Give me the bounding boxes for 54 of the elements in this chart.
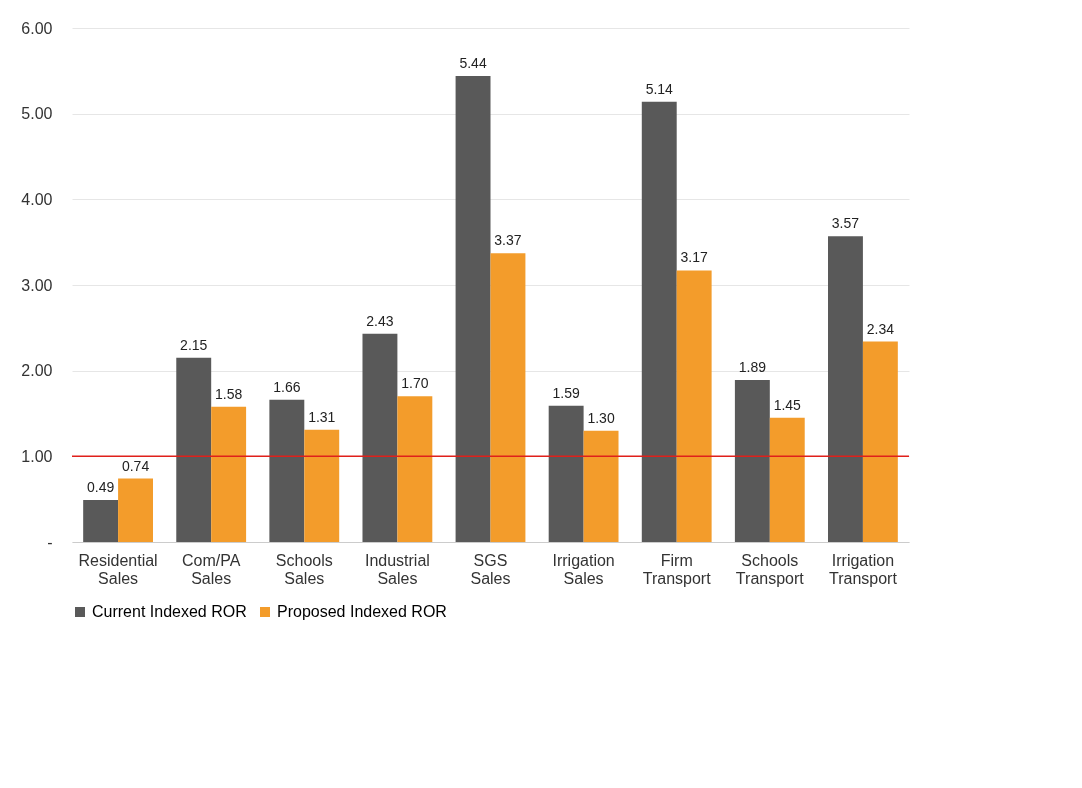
- data-label: 1.70: [401, 375, 429, 392]
- data-label: 1.45: [773, 396, 802, 413]
- x-tick-label: Schools Transport: [735, 551, 805, 587]
- bar: [176, 357, 212, 542]
- data-label: 1.59: [552, 384, 580, 401]
- bar: [734, 380, 770, 542]
- bar: [211, 406, 247, 542]
- data-label: 3.17: [680, 249, 708, 266]
- x-tick-label: Irrigation Transport: [828, 551, 898, 587]
- data-label: 2.15: [180, 336, 208, 353]
- bar: [83, 500, 119, 542]
- data-label: 0.74: [121, 457, 150, 474]
- data-label: 1.89: [738, 359, 767, 376]
- bar: [641, 101, 677, 542]
- x-tick-label: Com/PA Sales: [181, 551, 241, 587]
- data-label: 5.44: [459, 54, 487, 71]
- y-tick-label: 3.00: [21, 276, 53, 294]
- x-tick-label: SGS Sales: [470, 551, 511, 587]
- data-label: 3.57: [831, 215, 860, 232]
- x-tick-label: Schools Sales: [275, 551, 333, 587]
- bar: [304, 429, 340, 542]
- y-tick-label: 2.00: [21, 362, 53, 380]
- data-label: 1.66: [273, 378, 301, 395]
- y-tick-label: 4.00: [21, 190, 53, 208]
- bar: [769, 417, 805, 542]
- data-label: 1.31: [308, 408, 336, 425]
- x-tick-label: Irrigation Sales: [552, 551, 615, 587]
- bar: [397, 396, 433, 542]
- bar: [269, 399, 305, 542]
- bar: [118, 478, 153, 542]
- bar: [548, 405, 584, 542]
- data-label: 3.37: [494, 232, 522, 249]
- y-tick-label: -: [47, 533, 53, 551]
- legend-label: Proposed Indexed ROR: [277, 603, 447, 620]
- data-label: 1.58: [215, 385, 243, 402]
- data-label: 5.14: [645, 80, 674, 97]
- x-tick-label: Residential Sales: [78, 551, 158, 587]
- bar: [455, 75, 491, 542]
- bar: [362, 333, 398, 542]
- bar: [862, 341, 898, 542]
- bar: [676, 270, 712, 542]
- bar: [583, 430, 619, 542]
- legend-label: Current Indexed ROR: [92, 603, 247, 620]
- y-tick-label: 5.00: [21, 105, 53, 123]
- data-label: 1.30: [587, 409, 615, 426]
- x-tick-label: Industrial Sales: [364, 551, 430, 587]
- x-tick-label: Firm Transport: [642, 551, 712, 587]
- data-label: 0.49: [87, 479, 115, 496]
- data-label: 2.43: [366, 312, 394, 329]
- bar: [490, 253, 526, 542]
- y-tick-label: 1.00: [21, 447, 53, 465]
- data-label: 2.34: [866, 320, 895, 337]
- y-tick-label: 6.00: [21, 19, 53, 37]
- bar: [828, 236, 863, 542]
